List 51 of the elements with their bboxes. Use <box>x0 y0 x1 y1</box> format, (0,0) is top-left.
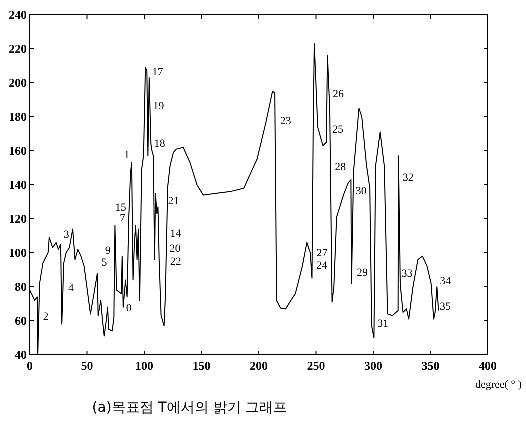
annotation: 18 <box>154 138 166 150</box>
annotation: 29 <box>357 267 369 279</box>
annotation: 22 <box>170 256 182 268</box>
y-tick-label: 200 <box>9 76 27 90</box>
annotation: 9 <box>105 244 112 257</box>
x-tick-label: 300 <box>364 359 382 373</box>
y-tick-label: 140 <box>9 178 27 192</box>
annotation: 24 <box>316 260 328 272</box>
annotation: 31 <box>378 318 389 330</box>
annotation: 7 <box>120 212 126 225</box>
y-tick-label: 60 <box>15 314 27 328</box>
annotation: 33 <box>402 268 414 280</box>
y-tick-label: 120 <box>9 212 27 226</box>
x-tick-label: 50 <box>81 359 94 373</box>
y-tick-label: 180 <box>9 110 27 124</box>
y-tick-label: 40 <box>15 348 27 362</box>
x-tick-label: 0 <box>27 359 33 373</box>
annotation: 2 <box>43 311 49 324</box>
annotation: 32 <box>402 172 414 184</box>
annotation: 4 <box>68 282 74 294</box>
x-tick-label: 150 <box>192 359 211 373</box>
annotation: 0 <box>126 302 132 314</box>
y-tick-label: 240 <box>9 8 27 22</box>
annotation: 14 <box>170 228 182 240</box>
x-tick-label: 350 <box>422 359 440 373</box>
annotation: 35 <box>440 301 452 313</box>
y-tick-label: 160 <box>9 144 27 158</box>
y-tick-label: 220 <box>9 42 27 56</box>
annotation: 17 <box>152 66 164 78</box>
x-tick-label: 100 <box>136 359 154 373</box>
x-tick-label: 250 <box>307 359 326 373</box>
annotation: 5 <box>102 256 108 269</box>
annotation: 25 <box>332 124 344 136</box>
annotation: 3 <box>64 229 70 241</box>
annotation: 20 <box>170 243 182 256</box>
annotation: 19 <box>153 100 165 112</box>
annotation: 26 <box>332 88 344 100</box>
x-tick-label: 200 <box>250 359 268 373</box>
annotation: 23 <box>280 116 292 128</box>
y-tick-label: 80 <box>15 280 27 294</box>
annotation: 28 <box>335 162 347 174</box>
text: (a)목표점 T에서의 밝기 그래프 <box>92 400 288 416</box>
y-tick-label: 100 <box>9 246 27 260</box>
x-axis-title: degree( ° ) <box>475 379 522 391</box>
x-tick-label: 400 <box>479 359 497 373</box>
annotation: 21 <box>168 196 180 208</box>
annotation: 15 <box>115 202 127 214</box>
annotation: 1 <box>124 150 130 162</box>
annotation: 34 <box>440 276 452 288</box>
annotation: 30 <box>356 185 368 198</box>
annotation: 27 <box>316 248 328 260</box>
